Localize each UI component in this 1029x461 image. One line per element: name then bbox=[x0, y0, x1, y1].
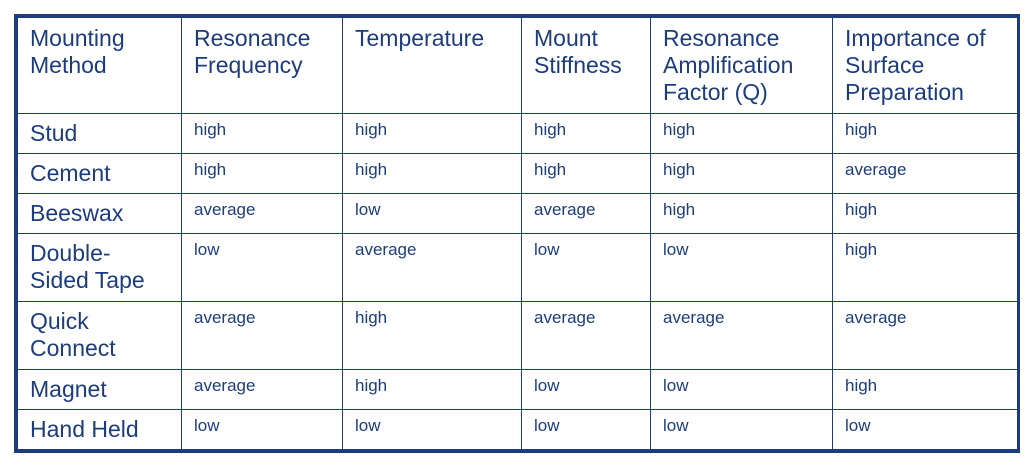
table-cell: average bbox=[521, 301, 651, 370]
comparison-table-container: Mounting Method Resonance Frequency Temp… bbox=[14, 14, 1020, 453]
table-cell: low bbox=[521, 233, 651, 302]
table-cell: average bbox=[650, 301, 833, 370]
table-cell: low bbox=[521, 409, 651, 450]
header-surface-preparation: Importance of Surface Preparation bbox=[832, 17, 1018, 114]
table-cell: high bbox=[832, 369, 1018, 410]
row-label-hand-held: Hand Held bbox=[17, 409, 182, 450]
table-row: Quick Connect average high average avera… bbox=[17, 301, 1018, 370]
header-temperature: Temperature bbox=[342, 17, 522, 114]
header-resonance-amplification-factor: Resonance Amplification Factor (Q) bbox=[650, 17, 833, 114]
table-cell: average bbox=[342, 233, 522, 302]
table-cell: low bbox=[181, 409, 343, 450]
table-cell: low bbox=[521, 369, 651, 410]
table-row: Beeswax average low average high high bbox=[17, 193, 1018, 234]
table-row: Hand Held low low low low low bbox=[17, 409, 1018, 450]
table-cell: low bbox=[650, 369, 833, 410]
table-cell: high bbox=[650, 153, 833, 194]
table-cell: high bbox=[342, 301, 522, 370]
row-label-beeswax: Beeswax bbox=[17, 193, 182, 234]
table-cell: average bbox=[832, 301, 1018, 370]
table-cell: average bbox=[181, 301, 343, 370]
table-cell: high bbox=[181, 113, 343, 154]
table-cell: high bbox=[650, 193, 833, 234]
table-cell: high bbox=[521, 113, 651, 154]
header-row: Mounting Method Resonance Frequency Temp… bbox=[17, 17, 1018, 114]
table-cell: average bbox=[181, 193, 343, 234]
table-cell: average bbox=[521, 193, 651, 234]
row-label-quick-connect: Quick Connect bbox=[17, 301, 182, 370]
table-cell: high bbox=[832, 193, 1018, 234]
row-label-magnet: Magnet bbox=[17, 369, 182, 410]
table-row: Double- Sided Tape low average low low h… bbox=[17, 233, 1018, 302]
table-row: Stud high high high high high bbox=[17, 113, 1018, 154]
header-mount-stiffness: Mount Stiffness bbox=[521, 17, 651, 114]
header-resonance-frequency: Resonance Frequency bbox=[181, 17, 343, 114]
table-cell: low bbox=[650, 233, 833, 302]
table-cell: low bbox=[342, 409, 522, 450]
table-cell: average bbox=[832, 153, 1018, 194]
table-cell: high bbox=[832, 113, 1018, 154]
mounting-method-table: Mounting Method Resonance Frequency Temp… bbox=[17, 17, 1018, 450]
table-cell: high bbox=[342, 153, 522, 194]
table-cell: low bbox=[181, 233, 343, 302]
row-label-stud: Stud bbox=[17, 113, 182, 154]
row-label-cement: Cement bbox=[17, 153, 182, 194]
table-row: Magnet average high low low high bbox=[17, 369, 1018, 410]
table-cell: high bbox=[342, 113, 522, 154]
table-cell: high bbox=[181, 153, 343, 194]
table-cell: high bbox=[521, 153, 651, 194]
table-cell: high bbox=[342, 369, 522, 410]
table-cell: high bbox=[832, 233, 1018, 302]
table-row: Cement high high high high average bbox=[17, 153, 1018, 194]
table-cell: low bbox=[650, 409, 833, 450]
header-mounting-method: Mounting Method bbox=[17, 17, 182, 114]
table-cell: low bbox=[832, 409, 1018, 450]
table-cell: average bbox=[181, 369, 343, 410]
table-cell: high bbox=[650, 113, 833, 154]
table-cell: low bbox=[342, 193, 522, 234]
row-label-double-sided-tape: Double- Sided Tape bbox=[17, 233, 182, 302]
